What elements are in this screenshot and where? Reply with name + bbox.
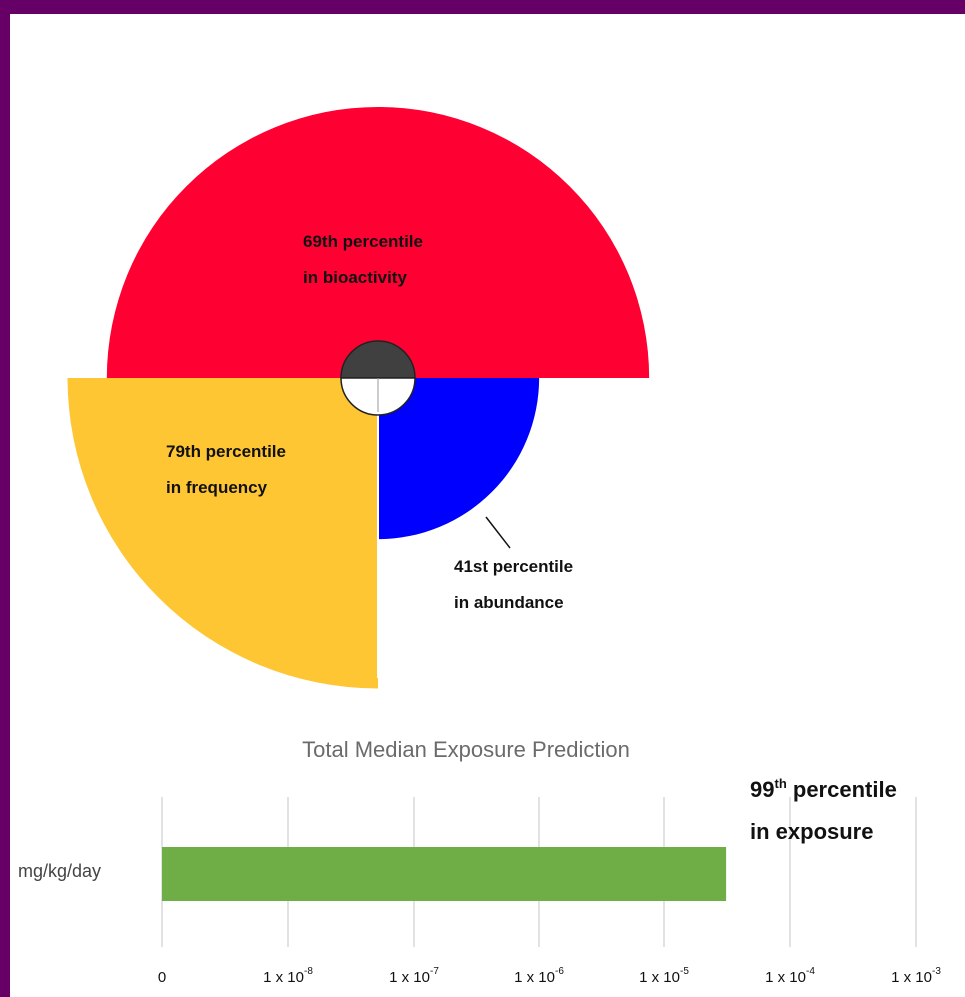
center-hub (340, 340, 416, 416)
exposure-annotation-line1: 99th percentile (750, 776, 897, 802)
exposure-annotation-rest: percentile (787, 777, 897, 802)
category-label: mg/kg/day (18, 861, 101, 881)
x-tick-label: 1 x 10-5 (639, 966, 689, 986)
x-tick-label: 1 x 10-4 (765, 966, 815, 986)
hub-top-half (340, 340, 416, 379)
radial-percentile-chart: 69th percentile in bioactivity 79th perc… (67, 106, 650, 689)
bar-chart-title: Total Median Exposure Prediction (302, 737, 630, 762)
exposure-annotation-suffix: th (774, 776, 786, 791)
bioactivity-wedge (106, 106, 650, 378)
exposure-annotation-number: 99 (750, 777, 774, 802)
exposure-annotation-line2: in exposure (750, 819, 873, 844)
x-axis-tick-labels: 0 1 x 10-8 1 x 10-7 1 x 10-6 1 x 10-5 1 x 10-… (158, 966, 941, 986)
frequency-label-line1: 79th percentile (166, 442, 286, 461)
abundance-leader-line (485, 516, 511, 549)
x-tick-label: 0 (158, 969, 166, 986)
gridlines (161, 797, 917, 947)
bioactivity-label-line1: 69th percentile (303, 232, 423, 251)
frequency-label-line2: in frequency (166, 478, 268, 497)
exposure-bar-chart: Total Median Exposure Prediction mg/kg/d… (18, 737, 941, 986)
x-tick-label: 1 x 10-7 (389, 966, 439, 986)
abundance-label-line2: in abundance (454, 593, 564, 612)
x-tick-label: 1 x 10-6 (514, 966, 564, 986)
abundance-label-line1: 41st percentile (454, 557, 573, 576)
x-tick-label: 1 x 10-3 (891, 966, 941, 986)
abundance-wedge (378, 378, 540, 540)
x-tick-label: 1 x 10-8 (263, 966, 313, 986)
bioactivity-label-line2: in bioactivity (303, 268, 407, 287)
frequency-wedge (67, 378, 378, 689)
exposure-bar (162, 847, 727, 901)
